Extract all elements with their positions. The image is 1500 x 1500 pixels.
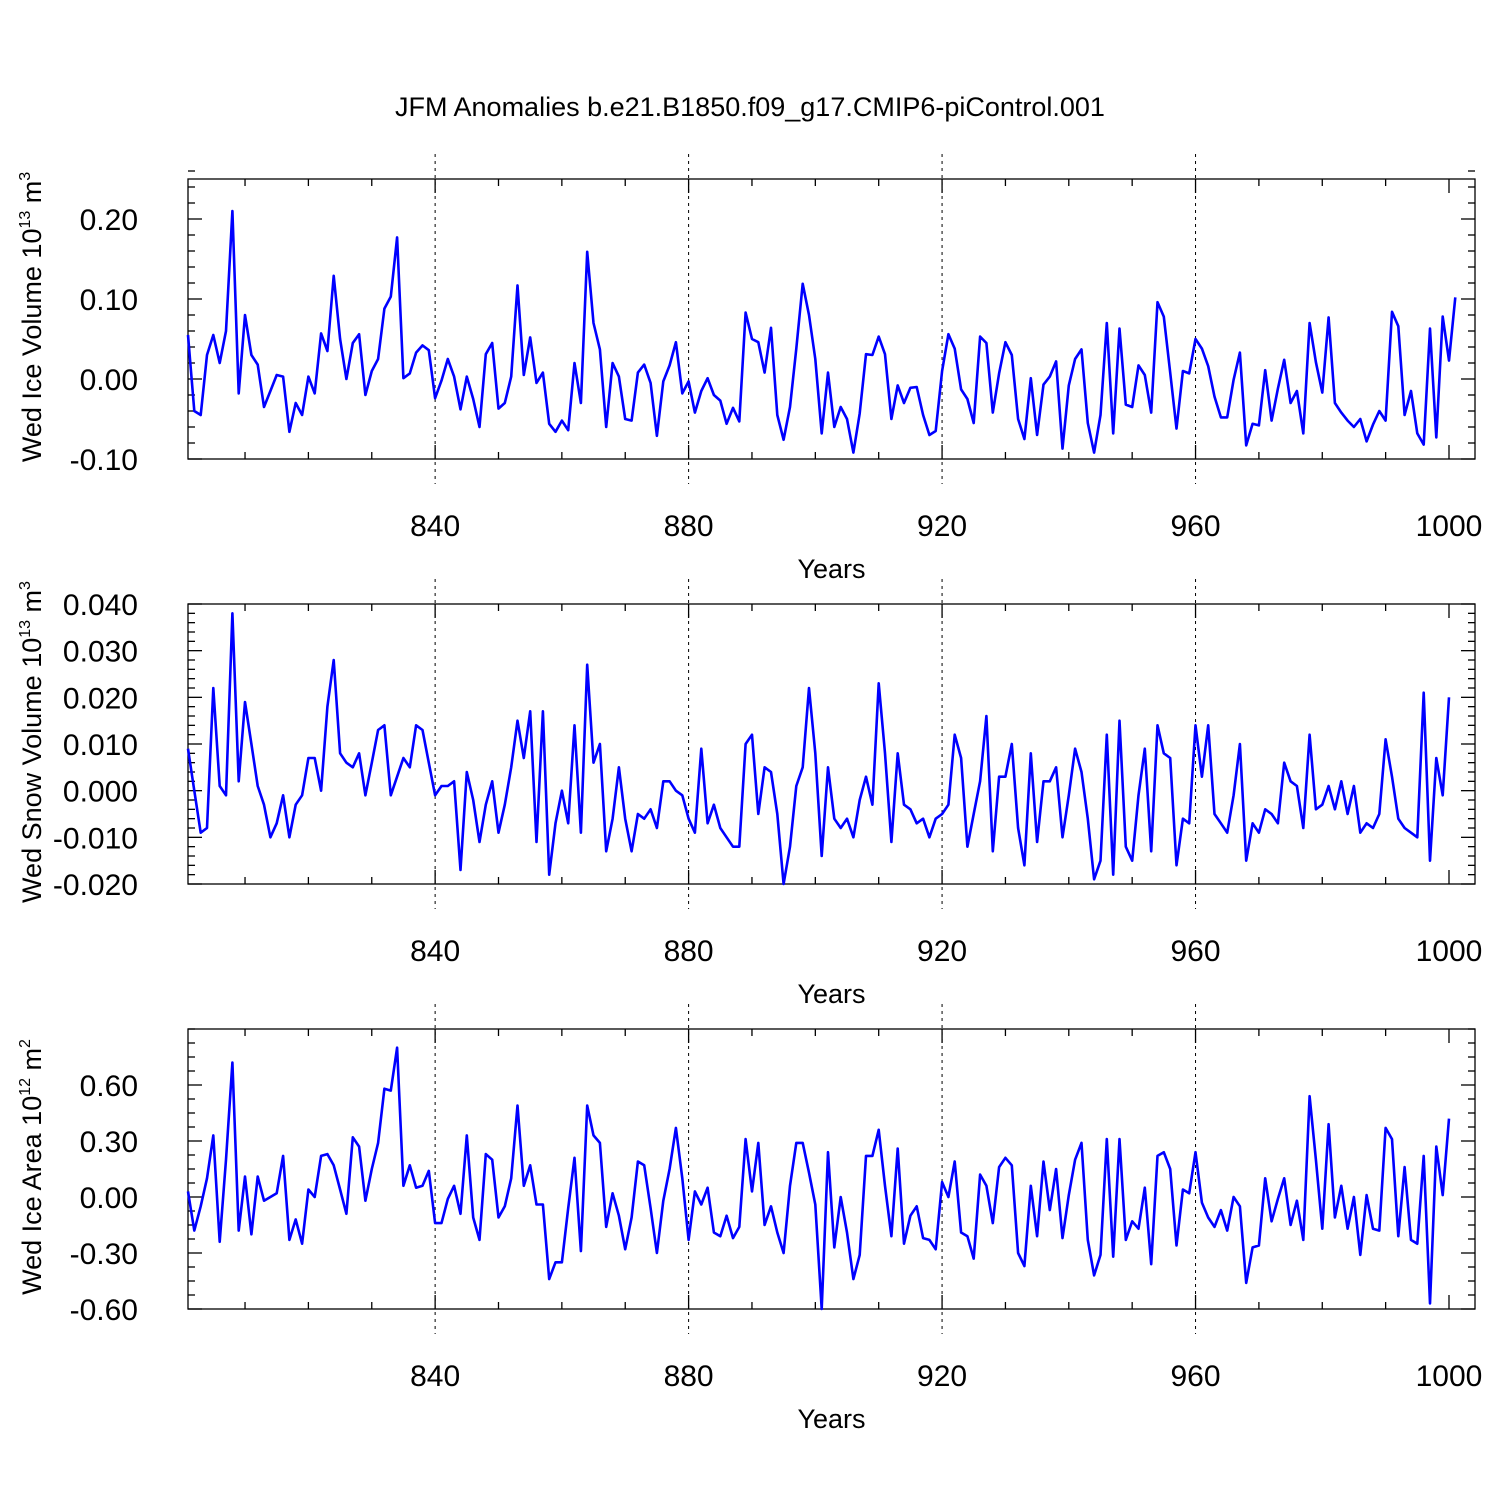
y-tick-label: 0.030 — [63, 636, 138, 669]
y-tick-label: -0.020 — [53, 869, 138, 902]
y-tick-label: 0.040 — [63, 589, 138, 622]
plot-frame — [187, 1028, 1476, 1310]
x-tick-label: 1000 — [1416, 935, 1483, 968]
y-axis-label: Wed Snow Volume 1013 m3 — [17, 581, 47, 903]
x-tick-label: 960 — [1171, 1360, 1221, 1393]
x-tick-label: 1000 — [1416, 510, 1483, 543]
x-tick-label: 880 — [664, 935, 714, 968]
x-tick-label: 880 — [664, 1360, 714, 1393]
y-tick-label: 0.010 — [63, 729, 138, 762]
y-tick-label: -0.10 — [70, 444, 138, 477]
x-tick-label: 1000 — [1416, 1360, 1483, 1393]
x-tick-label: 840 — [410, 1360, 460, 1393]
y-tick-label: 0.30 — [80, 1126, 138, 1159]
snow-volume-panel: -0.020 -0.010 0.000 0.010 0.020 0.030 0.040 840… — [17, 579, 1482, 1009]
y-tick-label: 0.00 — [80, 1182, 138, 1215]
x-tick-label: 920 — [917, 935, 967, 968]
y-tick-label: -0.010 — [53, 822, 138, 855]
x-tick-label: 960 — [1171, 510, 1221, 543]
x-axis-label: Years — [797, 1404, 865, 1434]
plot-frame — [187, 178, 1476, 460]
y-axis-label: Wed Ice Area 1012 m2 — [17, 1039, 47, 1295]
y-tick-label: 0.60 — [80, 1070, 138, 1103]
data-series-line — [186, 611, 1451, 886]
figure-title: JFM Anomalies b.e21.B1850.f09_g17.CMIP6-… — [395, 92, 1105, 122]
plot-frame — [187, 603, 1476, 885]
x-tick-label: 840 — [410, 935, 460, 968]
y-tick-label: 0.20 — [80, 204, 138, 237]
y-tick-label: -0.30 — [70, 1238, 138, 1271]
y-tick-label: 0.020 — [63, 682, 138, 715]
x-tick-label: 960 — [1171, 935, 1221, 968]
y-tick-label: 0.00 — [80, 364, 138, 397]
x-tick-label: 920 — [917, 1360, 967, 1393]
x-tick-label: 920 — [917, 510, 967, 543]
data-series-line — [186, 1046, 1451, 1311]
ice-volume-panel: -0.10 0.00 0.10 0.20 840 880 920 960 1000 Years We… — [17, 154, 1482, 584]
x-tick-label: 880 — [664, 510, 714, 543]
data-series-line — [186, 209, 1457, 454]
x-axis-label: Years — [797, 554, 865, 584]
y-tick-label: -0.60 — [70, 1294, 138, 1327]
ice-area-panel: -0.60 -0.30 0.00 0.30 0.60 840 880 920 960 1000 Ye… — [17, 1004, 1482, 1434]
x-axis-label: Years — [797, 979, 865, 1009]
y-axis-label: Wed Ice Volume 1013 m3 — [17, 172, 47, 462]
x-tick-label: 840 — [410, 510, 460, 543]
y-tick-label: 0.000 — [63, 776, 138, 809]
y-tick-label: 0.10 — [80, 284, 138, 317]
